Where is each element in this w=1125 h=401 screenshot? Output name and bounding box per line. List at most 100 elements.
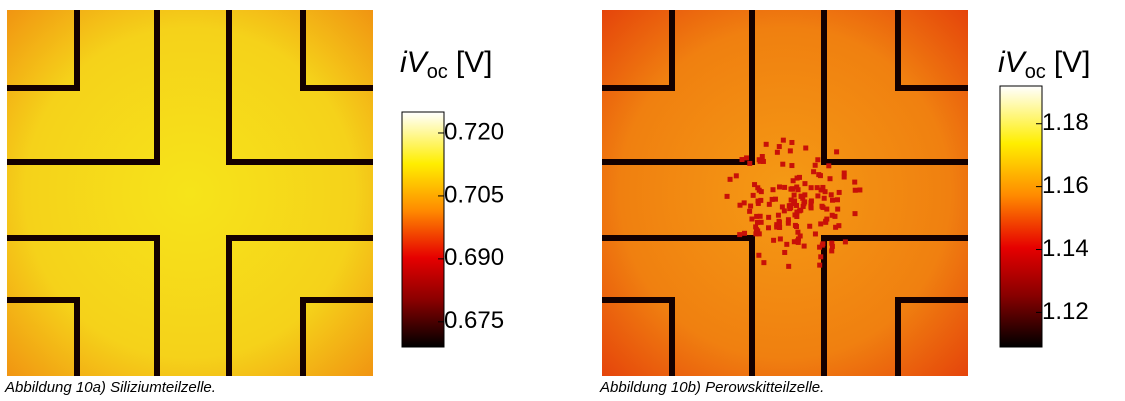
figure-page: 0.7200.7050.6900.675iVoc[V]Abbildung 10a… xyxy=(0,0,1125,401)
colorbar-tick-label: 1.16 xyxy=(1042,172,1089,199)
defect xyxy=(766,225,771,230)
defect xyxy=(782,250,787,255)
defect xyxy=(802,181,807,186)
colorbar-tick-label: 0.720 xyxy=(444,118,504,145)
defect xyxy=(833,225,838,230)
defect xyxy=(757,188,762,193)
defect xyxy=(815,193,820,198)
defect xyxy=(811,169,816,174)
defect xyxy=(777,144,782,149)
defect xyxy=(842,175,847,180)
defect xyxy=(738,203,743,208)
defect xyxy=(737,232,742,237)
defect xyxy=(776,213,781,218)
defect xyxy=(818,254,823,259)
defect xyxy=(822,196,827,201)
defect xyxy=(788,187,793,192)
defect xyxy=(832,214,837,219)
panel: 1.181.161.141.12iVoc[V]Abbildung 10b) Pe… xyxy=(599,10,1091,396)
defect xyxy=(754,214,759,219)
colorbar-tick-label: 1.14 xyxy=(1042,235,1089,262)
defect xyxy=(786,264,791,269)
defect xyxy=(830,198,835,203)
defect xyxy=(857,187,862,192)
defect xyxy=(809,200,814,205)
defect xyxy=(758,198,763,203)
defect xyxy=(792,193,797,198)
defect xyxy=(742,231,747,236)
defect xyxy=(843,239,848,244)
defect xyxy=(813,163,818,168)
defect xyxy=(820,185,825,190)
defect xyxy=(815,157,820,162)
defect xyxy=(817,263,822,268)
defect xyxy=(789,198,794,203)
defect xyxy=(826,163,831,168)
defect xyxy=(794,203,799,208)
defect xyxy=(766,215,771,220)
defect xyxy=(789,163,794,168)
subscript: oc xyxy=(1025,61,1046,83)
colorbar-tick-label: 0.690 xyxy=(444,244,504,271)
defect xyxy=(824,207,829,212)
defect xyxy=(734,173,739,178)
defect xyxy=(802,244,807,249)
defect xyxy=(755,220,760,225)
map-image xyxy=(602,10,968,376)
defect xyxy=(835,207,840,212)
defect xyxy=(782,208,787,213)
colorbar-tick-label: 1.12 xyxy=(1042,298,1089,325)
defect xyxy=(823,219,828,224)
defect xyxy=(788,148,793,153)
defect xyxy=(767,202,772,207)
defect xyxy=(793,223,798,228)
caption: Abbildung 10a) Siliziumteilzelle. xyxy=(4,379,216,396)
defect xyxy=(791,178,796,183)
defect xyxy=(744,155,749,160)
defect xyxy=(813,231,818,236)
defect xyxy=(728,177,733,182)
map-background xyxy=(7,10,373,376)
defect xyxy=(757,231,762,236)
defect xyxy=(747,161,752,166)
defect xyxy=(748,204,753,209)
colorbar xyxy=(402,112,444,347)
defect xyxy=(809,185,814,190)
defect xyxy=(781,138,786,143)
defect xyxy=(784,242,789,247)
map-image xyxy=(7,10,373,376)
defect xyxy=(803,146,808,151)
colorbar-tick-label: 0.705 xyxy=(444,181,504,208)
defect xyxy=(802,192,807,197)
subscript: oc xyxy=(427,61,448,83)
defect xyxy=(815,185,820,190)
defect xyxy=(780,162,785,167)
defect xyxy=(770,197,775,202)
defect xyxy=(751,193,756,198)
defect xyxy=(752,182,757,187)
defect xyxy=(777,220,782,225)
defect xyxy=(749,217,754,222)
defect xyxy=(771,238,776,243)
defect xyxy=(829,248,834,253)
colorbar xyxy=(1000,86,1042,347)
defect xyxy=(834,149,839,154)
defect xyxy=(807,224,812,229)
defect xyxy=(756,253,761,258)
map-background xyxy=(602,10,968,376)
defect xyxy=(788,205,793,210)
defect xyxy=(853,188,858,193)
defect xyxy=(758,159,763,164)
defect xyxy=(796,187,801,192)
defect xyxy=(818,221,823,226)
defect xyxy=(777,184,782,189)
unit: [V] xyxy=(456,46,493,79)
defect xyxy=(835,197,840,202)
defect xyxy=(852,180,857,185)
defect xyxy=(764,142,769,147)
defect xyxy=(837,190,842,195)
defect xyxy=(828,176,833,181)
symbol: iV xyxy=(400,46,430,79)
defect xyxy=(792,239,797,244)
